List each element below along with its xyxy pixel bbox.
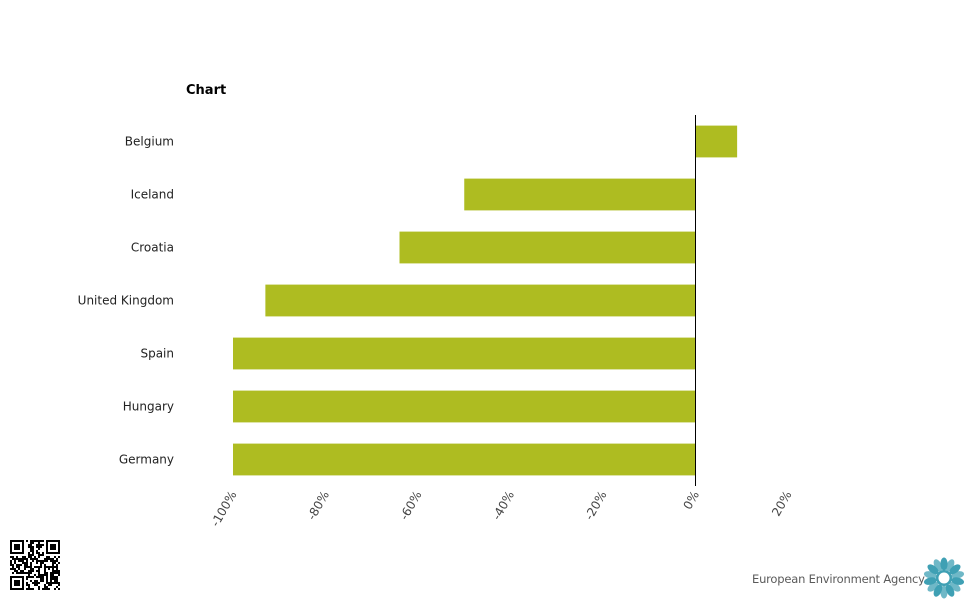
x-tick-label: -20% (582, 489, 610, 523)
x-tick-label: -100% (208, 489, 239, 529)
eea-sun-icon (923, 557, 965, 599)
bar-croatia (399, 231, 696, 264)
category-label: Croatia (131, 241, 174, 255)
category-labels: Belgium Iceland Croatia United Kingdom Spain… (78, 135, 174, 467)
category-label: Hungary (123, 400, 174, 414)
bar-belgium (695, 125, 738, 158)
x-tick-label: -80% (304, 489, 332, 523)
bar-iceland (464, 178, 696, 211)
eea-logo-text: European Environment Agency (752, 572, 925, 586)
x-axis-ticks: -100% -80% -60% -40% -20% 0% 20% (208, 489, 794, 529)
eea-logo: European Environment Agency (750, 556, 968, 600)
x-tick-label: 0% (680, 489, 702, 512)
category-label: Germany (119, 453, 174, 467)
chart-title: Chart (186, 83, 226, 98)
bar-hungary (233, 390, 696, 423)
qr-code-image (10, 540, 60, 590)
bar-united-kingdom (265, 284, 696, 317)
bars-layer (233, 125, 738, 476)
category-label: Iceland (131, 188, 174, 202)
category-label: Spain (140, 347, 174, 361)
bar-germany (233, 443, 696, 476)
x-tick-label: 20% (769, 489, 794, 519)
category-label: Belgium (125, 135, 174, 149)
x-tick-label: -40% (489, 489, 517, 523)
bar-spain (233, 337, 696, 370)
category-label: United Kingdom (78, 294, 174, 308)
x-tick-label: -60% (397, 489, 425, 523)
